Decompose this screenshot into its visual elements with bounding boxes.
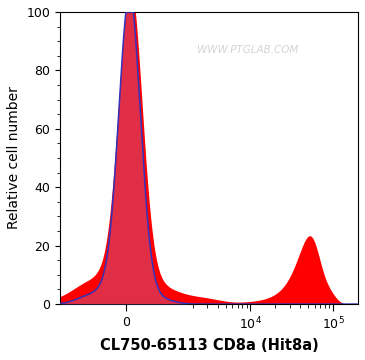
Text: WWW.PTGLAB.COM: WWW.PTGLAB.COM [197,45,299,55]
Y-axis label: Relative cell number: Relative cell number [7,87,21,229]
X-axis label: CL750-65113 CD8a (Hit8a): CL750-65113 CD8a (Hit8a) [100,338,318,353]
